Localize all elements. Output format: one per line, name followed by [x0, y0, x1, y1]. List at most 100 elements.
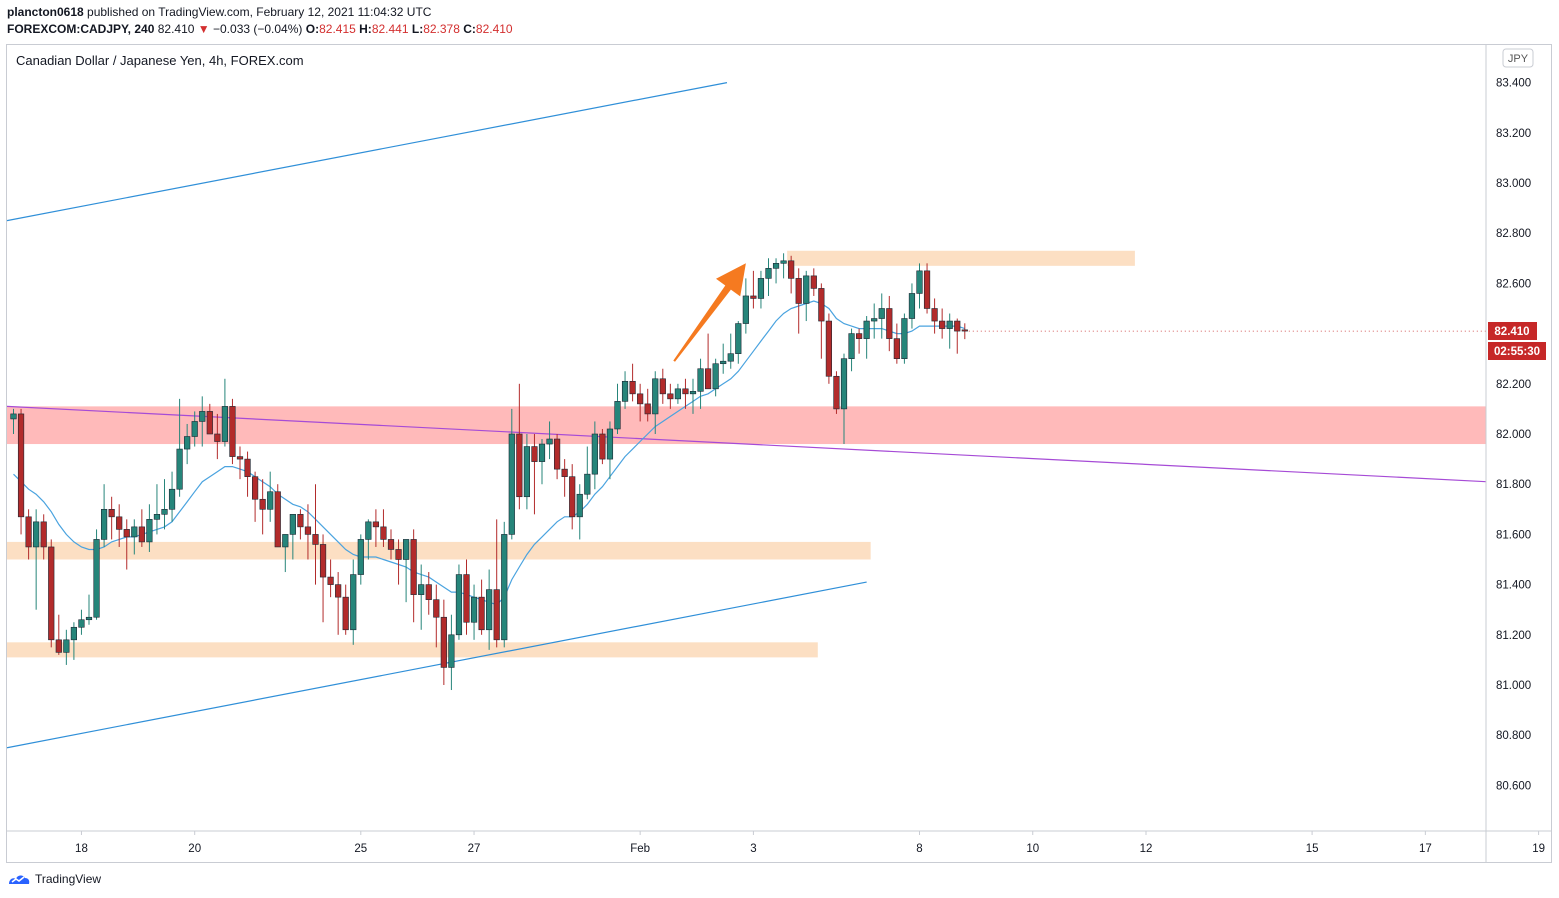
- y-tick-label: 80.600: [1496, 780, 1531, 792]
- candle-body: [63, 639, 70, 653]
- candle-body: [893, 338, 900, 359]
- change-value: −0.033 (−0.04%): [213, 22, 303, 36]
- candle-body: [176, 448, 183, 490]
- publish-line: plancton0618 published on TradingView.co…: [7, 4, 513, 21]
- candle: [297, 509, 304, 540]
- y-tick-label: 81.200: [1496, 630, 1531, 642]
- candle-body: [689, 391, 697, 395]
- candle-body: [961, 329, 968, 332]
- x-tick-label: 19: [1532, 843, 1545, 855]
- candle-body: [108, 508, 115, 518]
- candle-body: [614, 401, 621, 430]
- candle: [259, 479, 266, 535]
- candle: [123, 519, 130, 570]
- candle: [93, 529, 100, 620]
- candle: [33, 509, 40, 610]
- candle: [387, 529, 395, 560]
- candle-body: [954, 320, 961, 332]
- candle: [667, 383, 674, 409]
- candle: [682, 378, 689, 409]
- candle-body: [116, 516, 123, 530]
- open-label: O:: [305, 22, 320, 36]
- candle: [116, 504, 123, 547]
- candle: [553, 434, 561, 480]
- x-tick-label: 12: [1140, 843, 1153, 855]
- candle: [818, 283, 825, 359]
- candle-body: [433, 599, 440, 618]
- y-tick-label: 82.000: [1496, 429, 1531, 441]
- candle-body: [33, 521, 40, 548]
- y-tick-label: 83.200: [1496, 128, 1531, 140]
- candle: [131, 519, 138, 555]
- candle-body: [365, 521, 372, 540]
- candle: [908, 283, 916, 329]
- close-label: C:: [463, 22, 476, 36]
- candle: [576, 484, 583, 540]
- candle: [448, 614, 455, 691]
- candle-body: [531, 446, 538, 462]
- candle: [85, 594, 93, 625]
- candle-body: [25, 516, 32, 548]
- candle: [221, 378, 229, 447]
- footer-brand[interactable]: TradingView: [7, 871, 101, 887]
- candle: [871, 303, 878, 339]
- candle: [954, 318, 961, 354]
- candle: [606, 421, 614, 480]
- candle: [508, 408, 515, 540]
- candle: [410, 529, 417, 623]
- candle: [946, 313, 953, 349]
- zone-orange-3: [7, 642, 818, 658]
- chart-frame: [6, 44, 1552, 863]
- candle-body: [304, 526, 312, 535]
- currency-badge[interactable]: [1502, 48, 1534, 68]
- candle: [825, 313, 832, 384]
- candle-body: [803, 275, 810, 304]
- candle-body: [470, 596, 478, 623]
- countdown-tag-label: 02:55:30: [1494, 346, 1540, 358]
- candle: [335, 572, 342, 635]
- candle: [863, 316, 870, 359]
- candle-body: [161, 508, 168, 515]
- candle-body: [40, 521, 47, 548]
- x-tick-label: 3: [750, 843, 756, 855]
- candle-body: [418, 584, 425, 595]
- candle-body: [697, 368, 704, 392]
- candle-body: [788, 260, 795, 279]
- candle-body: [327, 576, 334, 585]
- candle: [78, 609, 85, 635]
- candle: [735, 321, 742, 364]
- candle: [659, 368, 666, 404]
- candle: [101, 484, 108, 547]
- candle: [342, 584, 349, 635]
- candle-body: [70, 626, 77, 641]
- candle-body: [395, 549, 402, 560]
- candle-body: [289, 514, 296, 535]
- candle: [893, 323, 900, 364]
- candle: [840, 353, 848, 445]
- candle: [742, 278, 749, 334]
- candle: [244, 451, 251, 497]
- y-tick-label: 81.400: [1496, 580, 1531, 592]
- currency-badge-label: JPY: [1508, 53, 1529, 65]
- candle-body: [667, 393, 674, 400]
- candle-body: [319, 544, 327, 578]
- candle-body: [795, 278, 802, 304]
- candle: [637, 383, 644, 422]
- candle-body: [440, 616, 447, 668]
- candle-body: [591, 433, 598, 475]
- candle: [689, 378, 697, 414]
- candle-body: [191, 421, 198, 437]
- candle: [365, 519, 372, 560]
- axes-layer: JPY 83.40083.20083.00082.80082.60082.400…: [7, 45, 1551, 862]
- candle-body: [652, 378, 659, 415]
- candle: [569, 464, 576, 530]
- candle-body: [425, 584, 432, 600]
- candle: [146, 504, 153, 552]
- y-tick-label: 81.800: [1496, 479, 1531, 491]
- x-tick-label: 18: [75, 843, 88, 855]
- candle: [629, 363, 636, 402]
- candle-body: [244, 458, 251, 477]
- candle: [395, 539, 402, 585]
- publisher-username[interactable]: plancton0618: [7, 5, 84, 19]
